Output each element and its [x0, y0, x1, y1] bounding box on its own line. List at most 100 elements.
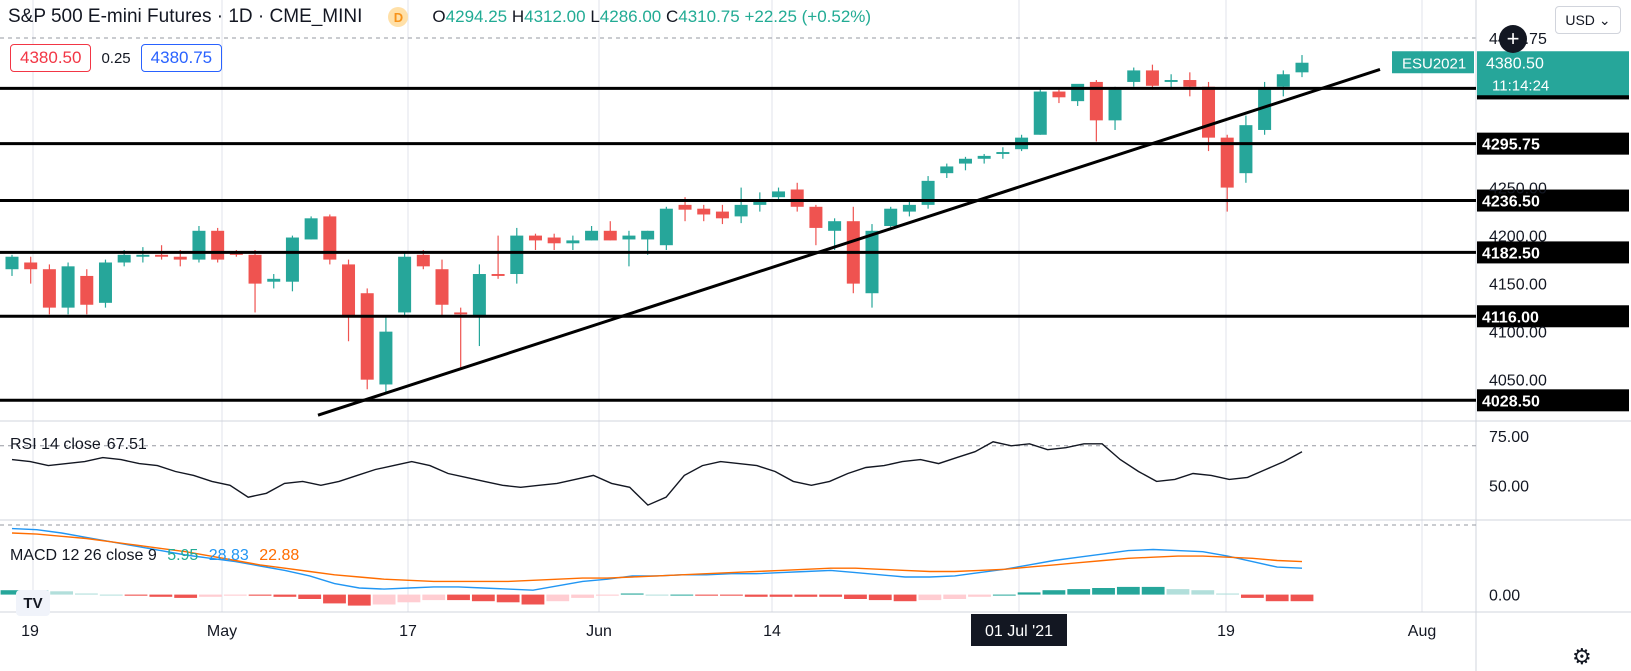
macd-hist-bar-52 — [1290, 594, 1314, 602]
level-label-bg-4 — [1477, 305, 1629, 328]
candle-body-69 — [1295, 62, 1309, 73]
candle-body-6 — [117, 254, 131, 263]
symbol-tag-bg — [1392, 51, 1474, 74]
candle-34 — [641, 230, 655, 255]
candle-body-1 — [24, 262, 38, 270]
low-value: 4286.00 — [599, 7, 662, 26]
time-label-3: Jun — [586, 623, 612, 640]
candle-body-8 — [155, 254, 169, 257]
candle-body-51 — [958, 158, 972, 164]
macd-hist-bar-0 — [0, 590, 24, 595]
candle-body-58 — [1089, 81, 1103, 121]
candle-body-9 — [173, 256, 187, 260]
macd-hist-bar-11 — [273, 594, 297, 597]
macd-hist-bar-30 — [744, 594, 768, 597]
candle-19 — [360, 288, 374, 390]
candle-43 — [809, 204, 823, 246]
candle-11 — [211, 227, 225, 263]
level-label-bg-1 — [1477, 132, 1629, 155]
spread-value: 0.25 — [101, 49, 131, 67]
gear-icon[interactable]: ⚙ — [1572, 644, 1592, 669]
change-value: +22.25 (+0.52%) — [744, 7, 872, 26]
macd-hist-bar-45 — [1116, 586, 1140, 595]
tradingview-logo-icon[interactable]: TV — [16, 590, 50, 616]
macd-hist-bar-20 — [496, 594, 520, 603]
candle-body-0 — [5, 256, 19, 270]
candle-59 — [1108, 86, 1122, 130]
candle-body-55 — [1033, 91, 1047, 135]
candle-56 — [1052, 89, 1066, 104]
candle-65 — [1220, 134, 1234, 212]
buy-price-button[interactable]: 4380.75 — [140, 44, 223, 72]
macd-line-value: 28.83 — [208, 547, 249, 564]
candle-5 — [98, 259, 112, 308]
rsi-value: 67.51 — [106, 436, 147, 453]
price-tick-5: 4050.00 — [1489, 373, 1547, 390]
candle-body-18 — [342, 264, 356, 318]
candle-body-59 — [1108, 89, 1122, 121]
macd-label: MACD 12 26 close 9 — [10, 547, 157, 564]
candle-31 — [585, 226, 599, 241]
candle-52 — [977, 153, 991, 164]
candle-body-38 — [715, 211, 729, 219]
candle-64 — [1202, 81, 1216, 152]
candle-23 — [435, 259, 449, 318]
symbol-tag: ESU2021 — [1402, 55, 1466, 72]
candle-3 — [61, 262, 75, 315]
candle-26 — [491, 235, 505, 279]
macd-hist-bar-48 — [1191, 590, 1215, 595]
macd-hist-bar-23 — [571, 594, 594, 598]
time-label-0: 19 — [21, 623, 39, 640]
macd-hist-bar-13 — [323, 594, 346, 604]
candle-body-37 — [697, 208, 711, 215]
macd-tick-0: 0.00 — [1489, 588, 1520, 605]
macd-hist-bar-39 — [968, 594, 991, 597]
candle-body-66 — [1239, 125, 1253, 174]
candle-body-13 — [248, 254, 262, 284]
currency-label: USD — [1565, 12, 1595, 28]
macd-hist-bar-27 — [670, 594, 694, 596]
candle-24 — [454, 307, 468, 371]
candle-body-56 — [1052, 91, 1066, 98]
candle-16 — [304, 216, 318, 240]
candle-body-39 — [734, 204, 748, 217]
delayed-data-icon[interactable]: D — [388, 7, 409, 27]
candle-body-41 — [772, 191, 786, 198]
candle-body-30 — [566, 240, 580, 244]
candle-body-62 — [1164, 80, 1178, 82]
candle-63 — [1183, 72, 1197, 97]
candle-14 — [267, 274, 281, 289]
time-label-7: Aug — [1408, 623, 1436, 640]
candle-28 — [528, 233, 542, 251]
rsi-legend[interactable]: RSI 14 close 67.51 — [10, 436, 147, 454]
currency-select[interactable]: USD ⌄ — [1555, 6, 1621, 34]
last-price-bg — [1477, 51, 1629, 96]
candle-body-2 — [42, 269, 56, 308]
macd-hist-bar-15 — [372, 594, 396, 605]
candle-body-25 — [472, 274, 486, 318]
price-tick-1: 4250.00 — [1489, 181, 1547, 198]
macd-hist-bar-5 — [124, 594, 148, 596]
add-alert-plus-icon[interactable]: + — [1499, 25, 1527, 53]
high-label: H — [511, 7, 525, 26]
symbol-title[interactable]: S&P 500 E-mini Futures · 1D · CME_MINI — [8, 6, 363, 27]
candle-18 — [342, 259, 356, 342]
candle-body-36 — [678, 204, 692, 210]
candle-50 — [940, 163, 954, 178]
level-label-2: 4236.50 — [1482, 194, 1540, 211]
time-label-6: 19 — [1217, 623, 1235, 640]
price-tick-2: 4200.00 — [1489, 229, 1547, 246]
candle-body-61 — [1145, 70, 1159, 86]
macd-hist-bar-40 — [992, 594, 1016, 596]
chevron-down-icon: ⌄ — [1598, 11, 1611, 28]
candle-body-10 — [192, 230, 206, 260]
candle-29 — [547, 233, 561, 251]
macd-hist-bar-49 — [1216, 593, 1239, 595]
candle-30 — [566, 235, 580, 251]
low-label: L — [590, 7, 600, 26]
macd-hist-bar-33 — [819, 594, 843, 597]
sell-price-button[interactable]: 4380.50 — [10, 44, 92, 72]
macd-legend[interactable]: MACD 12 26 close 9 5.95 28.83 22.88 — [10, 547, 299, 565]
candle-body-64 — [1202, 86, 1216, 138]
